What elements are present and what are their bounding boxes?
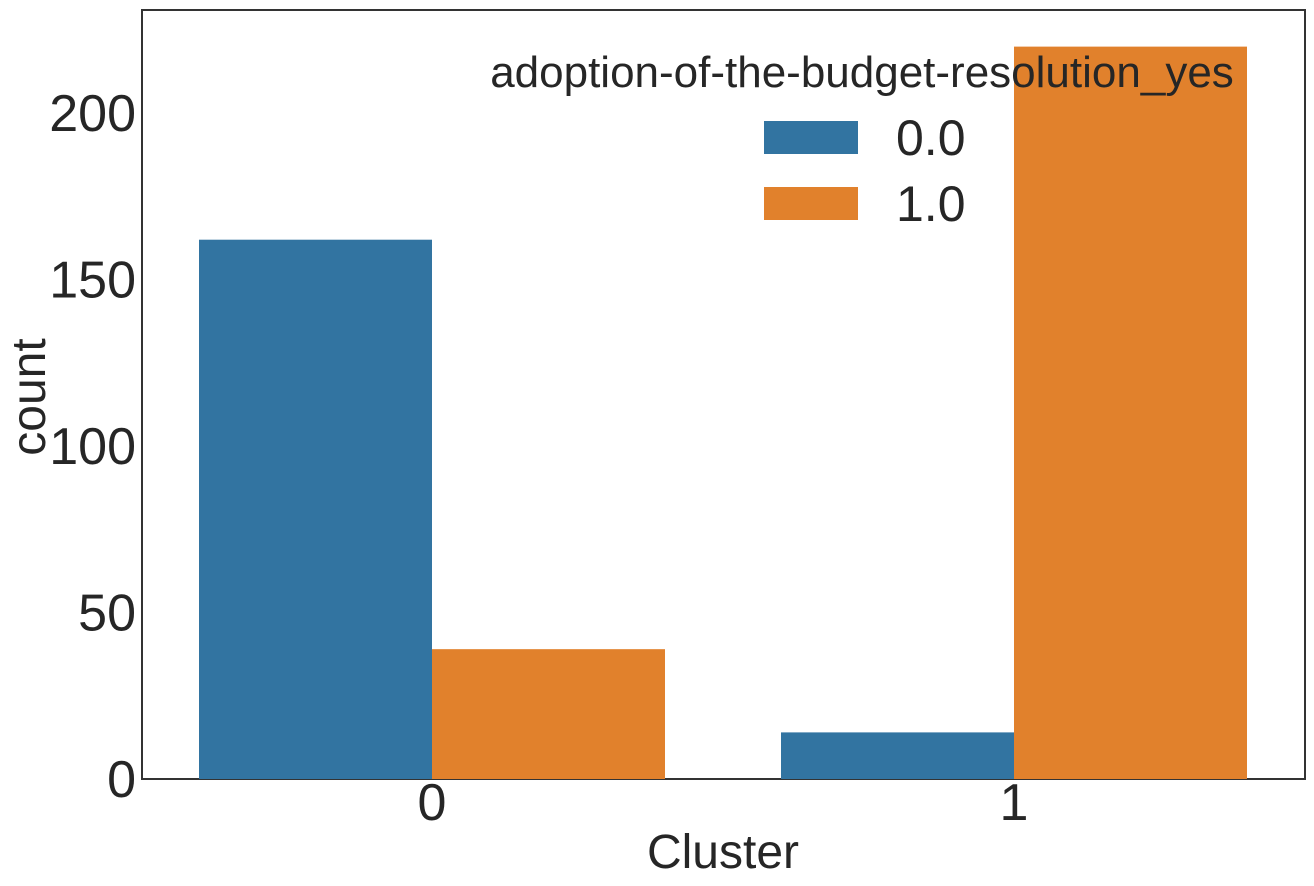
bar-1-series-0 — [781, 732, 1014, 779]
y-tick-label: 0 — [107, 751, 136, 809]
legend-title: adoption-of-the-budget-resolution_yes — [490, 48, 1234, 97]
legend: adoption-of-the-budget-resolution_yes 0.… — [490, 48, 1234, 232]
x-tick-label: 1 — [1000, 774, 1029, 832]
bar-0-series-1 — [432, 649, 665, 779]
y-tick-label: 200 — [49, 85, 136, 143]
legend-items: 0.01.0 — [764, 110, 966, 232]
legend-label: 0.0 — [896, 110, 966, 166]
y-tick-label: 100 — [49, 418, 136, 476]
legend-swatch — [764, 187, 858, 220]
bar-1-series-1 — [1014, 46, 1247, 780]
y-tick-label: 50 — [78, 585, 136, 643]
x-tick-label: 0 — [418, 774, 447, 832]
y-tick-label: 150 — [49, 252, 136, 310]
bar-0-series-0 — [199, 239, 432, 779]
x-axis-label: Cluster — [647, 826, 799, 879]
legend-label: 1.0 — [896, 176, 966, 232]
legend-swatch — [764, 121, 858, 154]
y-axis-label: count — [3, 338, 56, 455]
y-tick-labels: 0 50 100 150 200 — [49, 85, 136, 809]
bars-group — [199, 46, 1247, 780]
